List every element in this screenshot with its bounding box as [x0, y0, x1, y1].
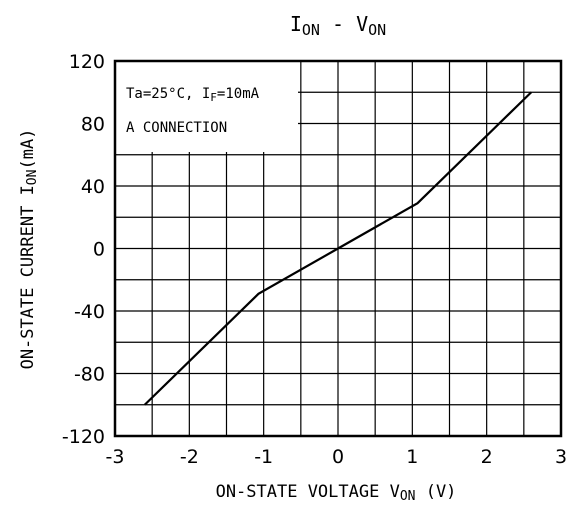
series-line-0: [143, 91, 533, 406]
x-tick-label: 0: [332, 446, 344, 468]
annotation-line-2: A CONNECTION: [126, 120, 227, 136]
y-tick-label: -80: [74, 364, 105, 386]
x-tick-label: -1: [254, 446, 273, 468]
annotation-line-1: Ta=25°C, IF=10mA: [126, 86, 260, 104]
chart-title: ION - VON: [290, 12, 386, 39]
y-tick-label: 120: [69, 51, 105, 73]
series-layer: [143, 91, 533, 406]
y-axis-label: ON-STATE CURRENT ION(mA): [18, 129, 40, 370]
x-tick-labels: -3 -2 -1 0 1 2 3: [106, 446, 568, 468]
y-tick-label: 0: [93, 239, 105, 261]
y-tick-label: 40: [81, 176, 105, 198]
x-axis-label: ON-STATE VOLTAGE VON (V): [216, 482, 457, 504]
plot-frame: [113, 59, 563, 438]
y-tick-labels: 120 80 40 0 -40 -80 -120: [62, 51, 105, 448]
x-tick-label: -2: [180, 446, 199, 468]
x-tick-label: 2: [481, 446, 493, 468]
y-tick-label: 80: [81, 114, 105, 136]
y-tick-label: -40: [74, 301, 105, 323]
x-tick-label: 1: [406, 446, 418, 468]
x-tick-label: -3: [106, 446, 125, 468]
x-tick-label: 3: [555, 446, 567, 468]
y-tick-label: -120: [62, 426, 105, 448]
annotation-box: [115, 61, 298, 152]
